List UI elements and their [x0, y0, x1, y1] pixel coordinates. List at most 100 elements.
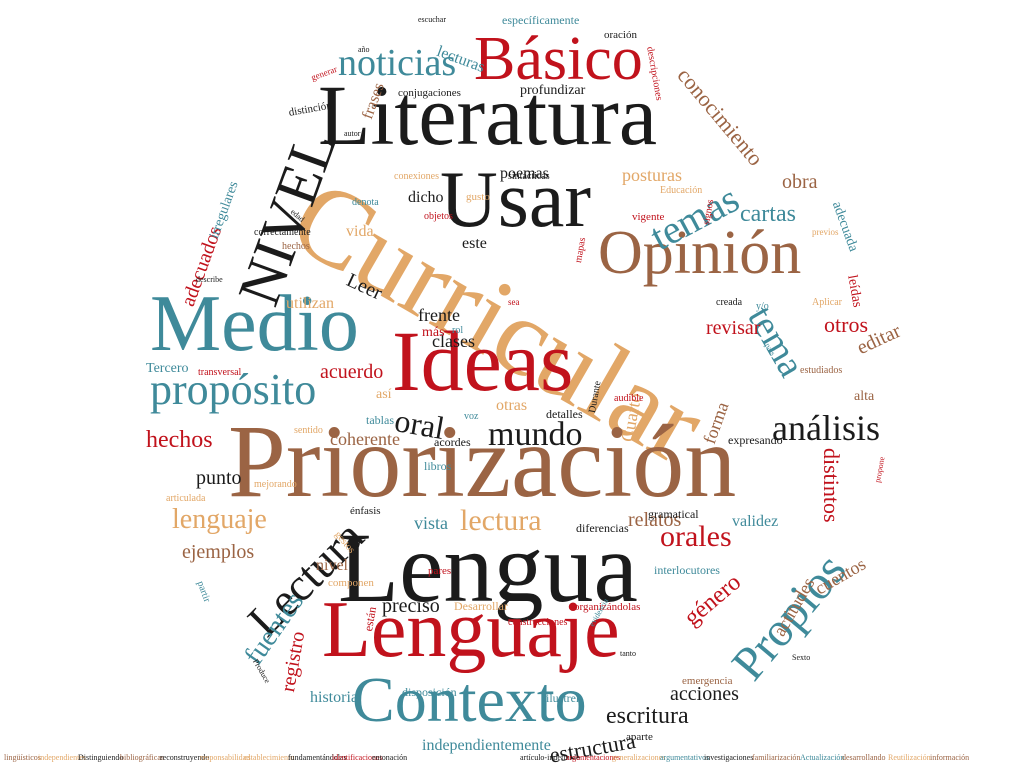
- word-conocimiento: conocimiento: [672, 62, 769, 171]
- word-mundo: mundo: [488, 416, 583, 453]
- word-frente: frente: [418, 305, 460, 325]
- word-hechos: hechos: [146, 427, 213, 453]
- word-orales: orales: [660, 520, 732, 553]
- word-ejemplos: ejemplos: [182, 541, 255, 563]
- word-emergencia: emergencia: [682, 675, 733, 687]
- word-educacion: Educación: [660, 185, 703, 196]
- word-footer-17: Actualización: [800, 753, 845, 762]
- word-cartas: cartas: [740, 201, 796, 227]
- word-previos: previos: [812, 227, 839, 237]
- word-transversal: transversal: [198, 367, 242, 378]
- word-historia: historia: [310, 689, 358, 706]
- word-creada: creada: [716, 297, 743, 308]
- word-tanto: tanto: [620, 649, 636, 658]
- word-usar: Usar: [440, 156, 592, 244]
- word-footer-2: independientes: [38, 753, 86, 762]
- word-construcciones: construcciones: [508, 617, 568, 628]
- word-disposicion: disposición: [402, 685, 457, 699]
- word-mejorando: mejorando: [254, 479, 297, 490]
- word-obra: obra: [782, 171, 818, 193]
- word-oracion: oración: [604, 29, 637, 41]
- word-denota: denota: [352, 197, 379, 208]
- word-aplicar: Aplicar: [812, 297, 842, 308]
- word-partir: partir: [194, 579, 213, 604]
- word-footer-6: responsabilidad: [200, 753, 251, 762]
- word-clases: clases: [432, 331, 475, 351]
- word-genero: género: [679, 569, 747, 632]
- word-yo: y/o: [756, 301, 769, 312]
- word-pares: pares: [428, 565, 452, 577]
- word-lectura: lectura: [460, 504, 542, 537]
- word-otros: otros: [824, 312, 868, 337]
- word-acordes: acordes: [434, 435, 471, 449]
- word-vigente: vigente: [632, 211, 665, 223]
- word-footer-13: generalizaciones: [612, 753, 666, 762]
- word-profundizar: profundizar: [520, 83, 586, 98]
- word-sintacticas: sintácticas: [508, 171, 550, 182]
- word-footer-15: investigaciones: [704, 753, 754, 762]
- word-validez: validez: [732, 513, 779, 530]
- word-distintos: distintos: [819, 448, 844, 523]
- word-detalles: detalles: [546, 407, 583, 421]
- word-hechos-sm: hechos: [282, 241, 310, 252]
- word-footer-20: información: [930, 753, 970, 762]
- word-tercero: Tercero: [146, 361, 189, 376]
- word-rol: rol: [452, 325, 464, 336]
- word-autor: autor: [344, 129, 361, 138]
- word-especificamente: específicamente: [502, 13, 580, 27]
- word-propone: propone: [873, 456, 887, 484]
- word-diferencias: diferencias: [576, 521, 629, 535]
- word-desarrollar: Desarrollar: [454, 599, 508, 613]
- word-voz: voz: [464, 411, 479, 422]
- word-sentido: sentido: [294, 425, 323, 436]
- word-asi: así: [376, 387, 392, 402]
- word-aparte: aparte: [626, 731, 653, 743]
- word-ideas: Ideas: [392, 313, 574, 409]
- word-leidas: leídas: [844, 273, 865, 309]
- word-footer-16: familiarización: [752, 753, 801, 762]
- word-sea: sea: [508, 297, 520, 307]
- word-posturas: posturas: [622, 165, 682, 185]
- word-libros: libros: [424, 459, 452, 473]
- word-acciones: acciones: [670, 683, 739, 705]
- word-vista: vista: [414, 513, 448, 533]
- word-proposito: propósito: [150, 365, 317, 414]
- word-basico: Básico: [474, 25, 643, 93]
- word-tablas: tablas: [366, 413, 394, 427]
- word-mas: más: [422, 325, 445, 340]
- word-footer-19: Reutilización: [888, 753, 931, 762]
- word-contexto: Contexto: [352, 664, 587, 735]
- word-medio: Medio: [150, 280, 359, 368]
- word-gramatical: gramatical: [648, 507, 699, 521]
- word-describe: describe: [196, 275, 223, 284]
- word-footer-7: establecimiento: [244, 753, 295, 762]
- word-correctamente: correctamente: [254, 227, 311, 238]
- word-noticias: noticias: [338, 42, 457, 84]
- word-literatura: Literatura: [318, 67, 658, 163]
- word-nivel-lower: nivel: [316, 557, 348, 574]
- word-lenguaje: Lenguaje: [322, 586, 620, 674]
- word-vida: vida: [346, 223, 374, 240]
- word-este: este: [462, 235, 487, 252]
- word-escuchar: escuchar: [418, 15, 446, 24]
- word-priorizacion: Priorización: [228, 404, 737, 519]
- word-escritura: escritura: [606, 703, 689, 729]
- word-gusto: gusto: [466, 191, 490, 203]
- word-preciso: preciso: [382, 595, 440, 617]
- word-acuerdo: acuerdo: [320, 361, 384, 383]
- word-independientemente: independientemente: [422, 737, 551, 754]
- word-conexiones: conexiones: [394, 171, 439, 182]
- word-organizandolas: organizándolas: [574, 601, 641, 613]
- word-lenguaje-sm: lenguaje: [172, 504, 267, 535]
- word-lengua: Lengua: [338, 512, 638, 623]
- word-audible: audible: [614, 393, 644, 404]
- word-footer-9: identificaciones: [332, 753, 383, 762]
- word-sexto: Sexto: [792, 653, 811, 662]
- word-dicho: dicho: [408, 189, 444, 206]
- word-coherente: coherente: [330, 429, 400, 449]
- word-footer-4: bibliográficas: [120, 753, 164, 762]
- word-footer-18: desarrollando: [842, 753, 886, 762]
- word-footer-1: lingüísticos: [4, 753, 41, 762]
- word-otras: otras: [496, 397, 528, 414]
